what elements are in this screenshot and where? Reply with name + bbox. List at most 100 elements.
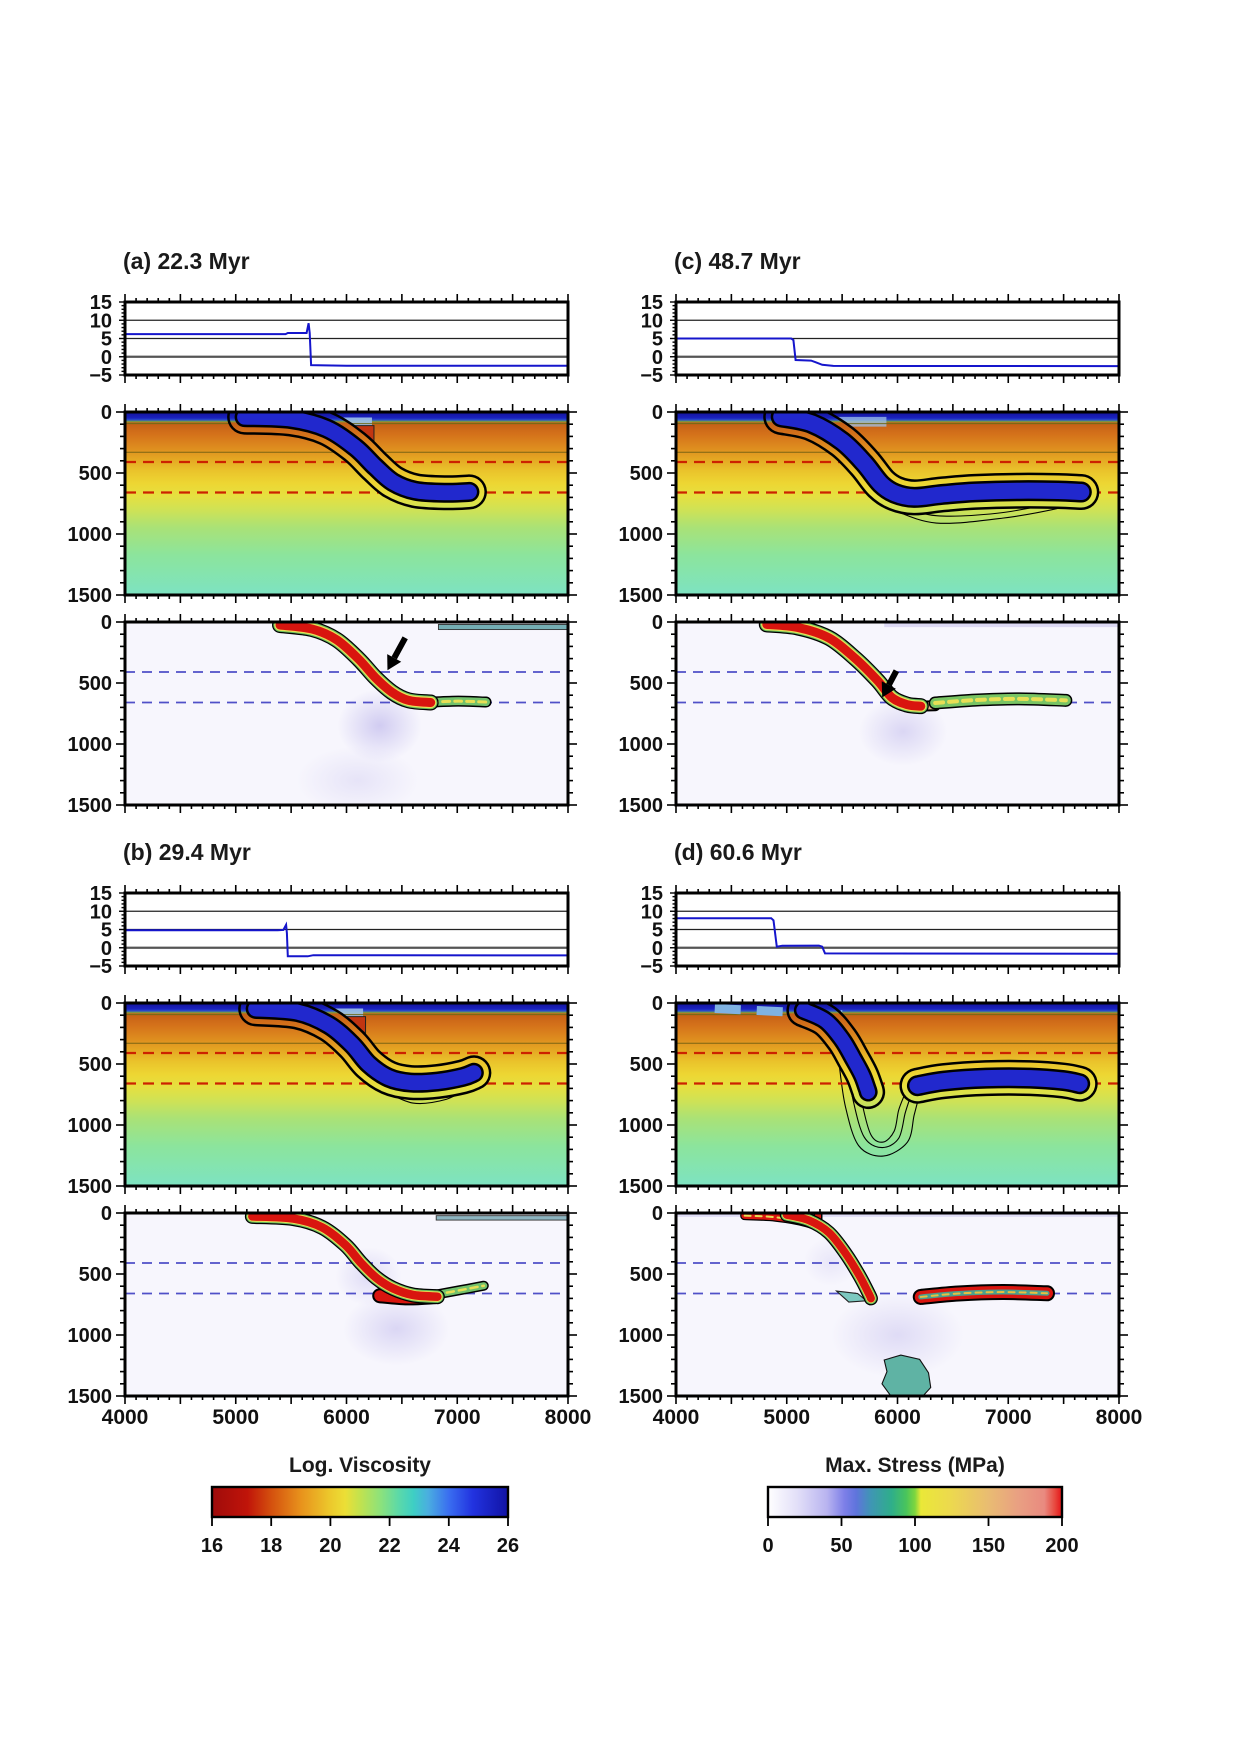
axes-c-stress: 0 500 1000 1500 bbox=[619, 612, 1128, 817]
axes-a-stress: 0 500 1000 1500 bbox=[68, 612, 577, 817]
x-tick-label: 5000 bbox=[212, 1406, 259, 1429]
y-tick-label: 1000 bbox=[68, 1115, 113, 1137]
y-tick-label: −5 bbox=[640, 956, 663, 978]
y-tick-label: 500 bbox=[79, 1054, 112, 1076]
x-tick-label: 4000 bbox=[102, 1406, 149, 1429]
topography-line bbox=[676, 337, 1119, 368]
colorbar-gradient-stress bbox=[766, 1485, 1064, 1519]
topography-line bbox=[125, 921, 568, 958]
colorbar-tick-label: 26 bbox=[497, 1535, 519, 1557]
y-tick-label: 1000 bbox=[619, 734, 664, 756]
panel-title-c: (c) 48.7 Myr bbox=[674, 248, 801, 274]
y-tick-label: 500 bbox=[79, 463, 112, 485]
axes-d-visc: 0 500 1000 1500 bbox=[619, 993, 1128, 1198]
y-tick-label: 1500 bbox=[619, 1176, 664, 1198]
y-tick-label: 5 bbox=[101, 920, 112, 942]
panel-d-viscosity-map: 0 500 1000 1500 bbox=[619, 993, 1128, 1198]
y-tick-label: 15 bbox=[641, 292, 663, 314]
y-tick-label: 15 bbox=[641, 883, 663, 905]
y-tick-label: 0 bbox=[652, 993, 663, 1015]
colorbar-tick-label: 100 bbox=[898, 1535, 931, 1557]
y-tick-label: 1500 bbox=[619, 795, 664, 817]
y-tick-label: 0 bbox=[652, 938, 663, 960]
panel-title-d: (d) 60.6 Myr bbox=[674, 839, 802, 865]
panel-b-viscosity-map: 0 500 1000 1500 bbox=[68, 993, 577, 1198]
y-tick-label: 1500 bbox=[619, 1386, 664, 1408]
y-tick-label: 1000 bbox=[68, 1325, 113, 1347]
axes-b-stress: 0 500 1000 1500 bbox=[68, 1203, 577, 1408]
axes-a-visc: 0 500 1000 1500 bbox=[68, 402, 577, 607]
panel-a-stress-map: 0 500 1000 1500 bbox=[68, 612, 577, 817]
y-tick-label: 10 bbox=[641, 901, 663, 923]
y-tick-label: 500 bbox=[630, 1264, 663, 1286]
y-tick-label: 1000 bbox=[619, 524, 664, 546]
y-tick-label: 1000 bbox=[619, 1115, 664, 1137]
y-tick-label: 15 bbox=[90, 883, 112, 905]
colorbar-title-stress: Max. Stress (MPa) bbox=[825, 1454, 1005, 1477]
colorbar-tick-label: 20 bbox=[319, 1535, 341, 1557]
axes-c-visc: 0 500 1000 1500 bbox=[619, 402, 1128, 607]
x-tick-label: 4000 bbox=[653, 1406, 700, 1429]
y-tick-label: 0 bbox=[101, 402, 112, 424]
x-tick-label: 8000 bbox=[1096, 1406, 1143, 1429]
y-tick-label: 0 bbox=[652, 347, 663, 369]
x-tick-label: 5000 bbox=[763, 1406, 810, 1429]
colorbar-tick-label: 18 bbox=[260, 1535, 282, 1557]
y-tick-label: 0 bbox=[101, 938, 112, 960]
colorbar-tick-label: 24 bbox=[438, 1535, 461, 1557]
panel-b-stress-map: 0 500 1000 1500 bbox=[68, 1203, 577, 1408]
panel-a-viscosity-map: 0 500 1000 1500 bbox=[68, 402, 577, 607]
panel-title-b: (b) 29.4 Myr bbox=[123, 839, 251, 865]
y-tick-label: 1500 bbox=[68, 585, 113, 607]
y-tick-label: 1500 bbox=[68, 1176, 113, 1198]
x-axis-labels: 4000 5000 6000 7000 8000 4000 5000 6000 7000 8000 bbox=[102, 1406, 1143, 1429]
annotation-arrow-a bbox=[387, 636, 408, 671]
colorbar-tick-label: 150 bbox=[972, 1535, 1005, 1557]
y-tick-label: 500 bbox=[630, 1054, 663, 1076]
y-tick-label: 500 bbox=[630, 463, 663, 485]
x-tick-label: 7000 bbox=[985, 1406, 1032, 1429]
y-tick-label: 1000 bbox=[68, 734, 113, 756]
y-tick-label: 5 bbox=[101, 329, 112, 351]
y-tick-label: 1000 bbox=[68, 524, 113, 546]
y-tick-label: 1500 bbox=[619, 585, 664, 607]
panel-c-stress-map: 0 500 1000 1500 bbox=[619, 612, 1128, 817]
y-tick-label: 0 bbox=[652, 1203, 663, 1225]
colorbar-tick-label: 16 bbox=[201, 1535, 223, 1557]
y-tick-label: 0 bbox=[101, 993, 112, 1015]
y-tick-label: 0 bbox=[101, 347, 112, 369]
colorbar-tick-label: 22 bbox=[378, 1535, 400, 1557]
x-tick-label: 6000 bbox=[323, 1406, 370, 1429]
y-tick-label: 10 bbox=[90, 901, 112, 923]
x-tick-label: 7000 bbox=[434, 1406, 481, 1429]
colorbar-title-viscosity: Log. Viscosity bbox=[289, 1454, 431, 1477]
colorbar-viscosity: 16 18 20 22 24 26 bbox=[201, 1485, 519, 1557]
y-tick-label: 0 bbox=[652, 402, 663, 424]
y-tick-label: 5 bbox=[652, 920, 663, 942]
topography-line bbox=[125, 323, 568, 367]
colorbar-tick-label: 0 bbox=[762, 1535, 773, 1557]
y-tick-label: 10 bbox=[90, 310, 112, 332]
y-tick-label: 1500 bbox=[68, 795, 113, 817]
y-tick-label: 500 bbox=[79, 1264, 112, 1286]
y-tick-label: 500 bbox=[630, 673, 663, 695]
y-tick-label: 0 bbox=[101, 612, 112, 634]
y-tick-label: 10 bbox=[641, 310, 663, 332]
axes-b-visc: 0 500 1000 1500 bbox=[68, 993, 577, 1198]
y-tick-label: −5 bbox=[640, 365, 663, 387]
y-tick-label: 500 bbox=[79, 673, 112, 695]
y-tick-label: 1000 bbox=[619, 1325, 664, 1347]
y-tick-label: 5 bbox=[652, 329, 663, 351]
x-tick-label: 8000 bbox=[545, 1406, 592, 1429]
y-tick-label: −5 bbox=[89, 365, 112, 387]
y-tick-label: −5 bbox=[89, 956, 112, 978]
